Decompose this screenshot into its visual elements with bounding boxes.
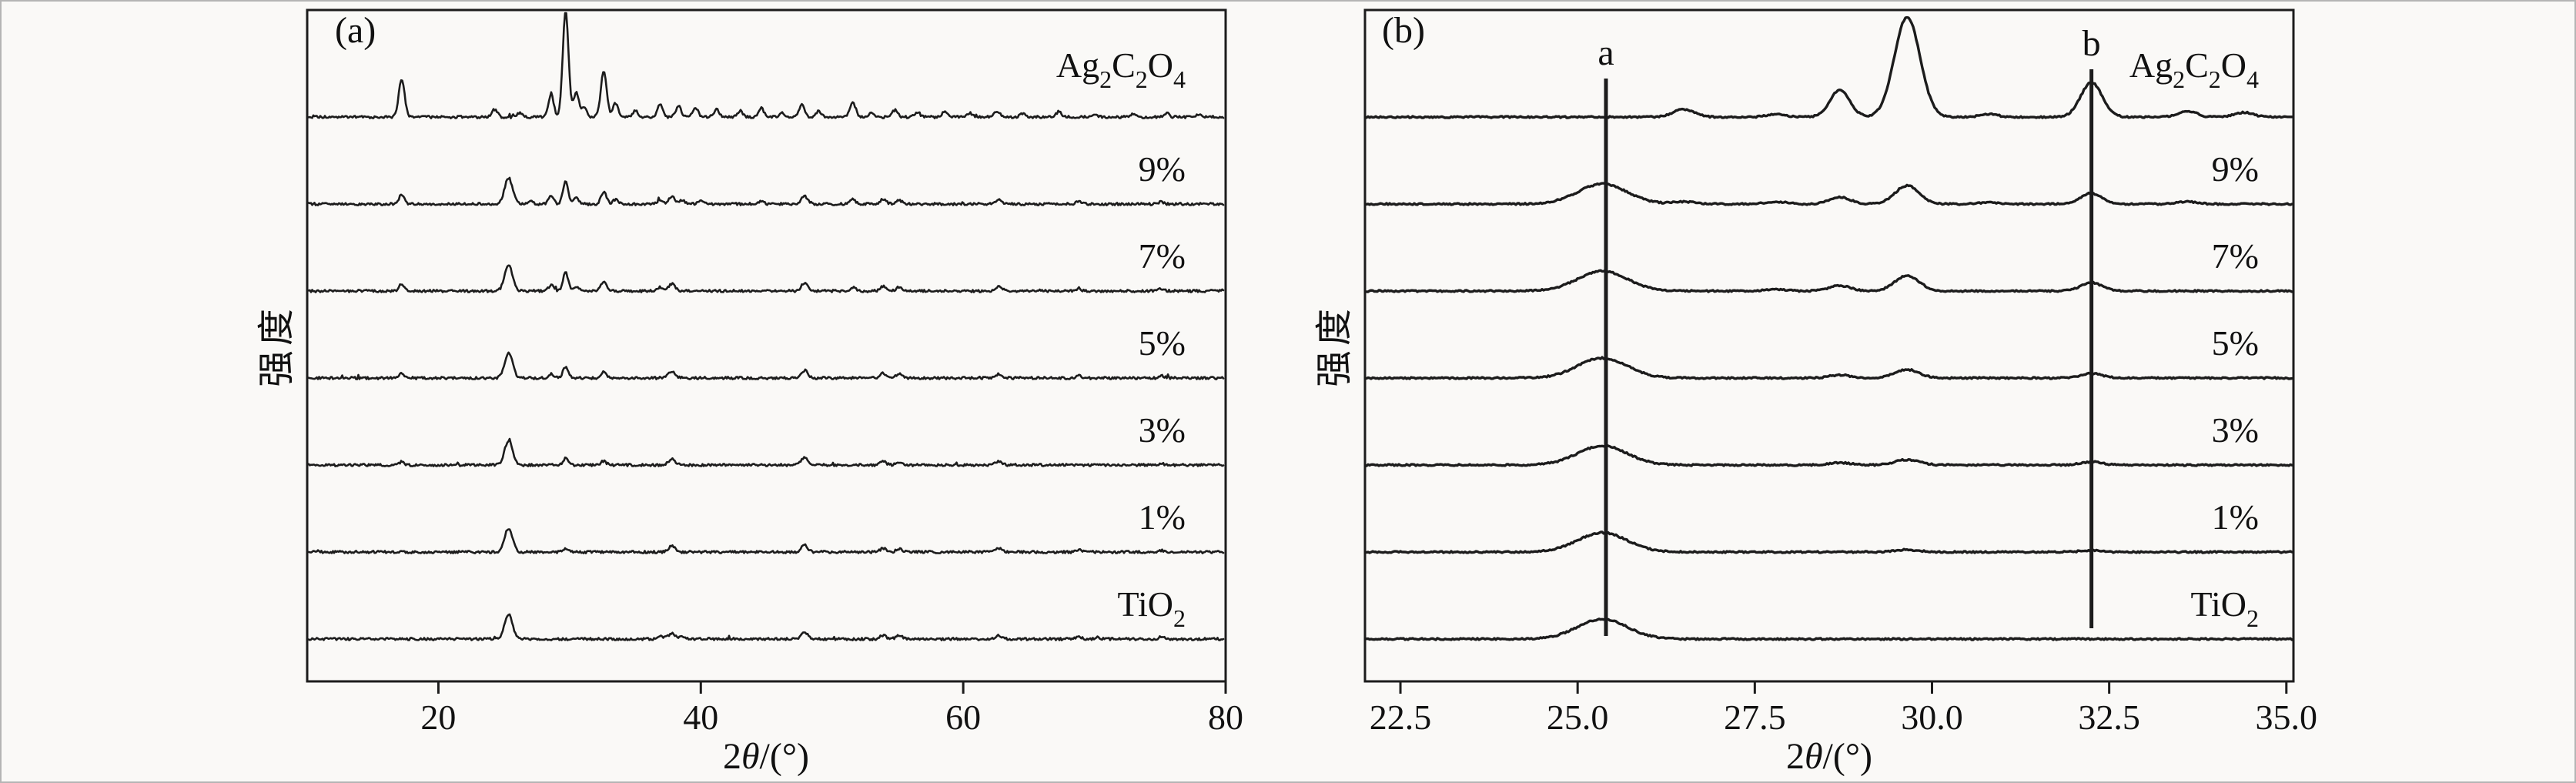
series-label-a-TiO2: TiO2 [1118, 584, 1186, 632]
series-label-b-TiO2: TiO2 [2191, 584, 2259, 632]
trace-a-Ag2C2O4 [307, 12, 1225, 119]
series-label-b-1%: 1% [2212, 497, 2259, 537]
x-tick-label-a: 80 [1208, 698, 1243, 737]
x-tick-label-a: 60 [945, 698, 981, 737]
series-label-a-5%: 5% [1139, 323, 1186, 363]
series-label-b-5%: 5% [2212, 323, 2259, 363]
trace-b-1% [1365, 530, 2293, 554]
panel-b-ylabel: 强度 [1314, 303, 1355, 388]
x-tick-label-b: 30.0 [1901, 698, 1963, 737]
panel-b-frame [1363, 8, 2295, 683]
series-label-b-3%: 3% [2212, 410, 2259, 450]
trace-a-3% [307, 437, 1225, 467]
xlabel-b-prefix: 2 [1785, 736, 1805, 777]
trace-b-3% [1365, 443, 2293, 467]
x-tick-label-b: 32.5 [2078, 698, 2140, 737]
series-label-b-7%: 7% [2212, 236, 2259, 276]
trace-a-7% [307, 264, 1225, 293]
xlabel-a-theta: θ [741, 736, 760, 777]
x-tick-label-a: 40 [683, 698, 718, 737]
series-label-a-Ag2C2O4: Ag2C2O4 [1056, 45, 1186, 93]
x-tick-label-a: 20 [420, 698, 456, 737]
ref-line-label-b: b [2083, 23, 2101, 64]
trace-b-7% [1365, 269, 2293, 293]
x-tick-label-b: 27.5 [1724, 698, 1786, 737]
x-tick-label-b: 25.0 [1547, 698, 1609, 737]
trace-a-1% [307, 528, 1225, 554]
series-label-b-Ag2C2O4: Ag2C2O4 [2129, 45, 2259, 93]
panel-a-xlabel: 2θ/(°) [723, 735, 809, 778]
xlabel-a-suffix: /(°) [759, 736, 810, 777]
panel-a-frame [306, 8, 1227, 683]
panel-b-xlabel: 2θ/(°) [1786, 735, 1872, 778]
trace-b-9% [1365, 182, 2293, 206]
panel-a-ylabel: 强度 [256, 303, 297, 388]
xlabel-a-prefix: 2 [722, 736, 741, 777]
trace-a-9% [307, 176, 1225, 206]
series-label-b-9%: 9% [2212, 149, 2259, 189]
trace-a-5% [307, 351, 1225, 380]
series-label-a-7%: 7% [1139, 236, 1186, 276]
trace-a-TiO2 [307, 613, 1225, 641]
series-label-a-1%: 1% [1139, 497, 1186, 537]
series-label-a-9%: 9% [1139, 149, 1186, 189]
panel-a-tag: (a) [335, 10, 376, 51]
trace-b-5% [1365, 356, 2293, 380]
series-label-a-3%: 3% [1139, 410, 1186, 450]
panel-b-tag: (b) [1382, 10, 1425, 51]
x-tick-label-b: 22.5 [1370, 698, 1432, 737]
x-tick-label-b: 35.0 [2256, 698, 2318, 737]
trace-b-TiO2 [1365, 617, 2293, 641]
xlabel-b-suffix: /(°) [1822, 736, 1873, 777]
xlabel-b-theta: θ [1804, 736, 1823, 777]
ref-line-label-a: a [1597, 32, 1614, 73]
trace-b-Ag2C2O4 [1365, 16, 2293, 119]
